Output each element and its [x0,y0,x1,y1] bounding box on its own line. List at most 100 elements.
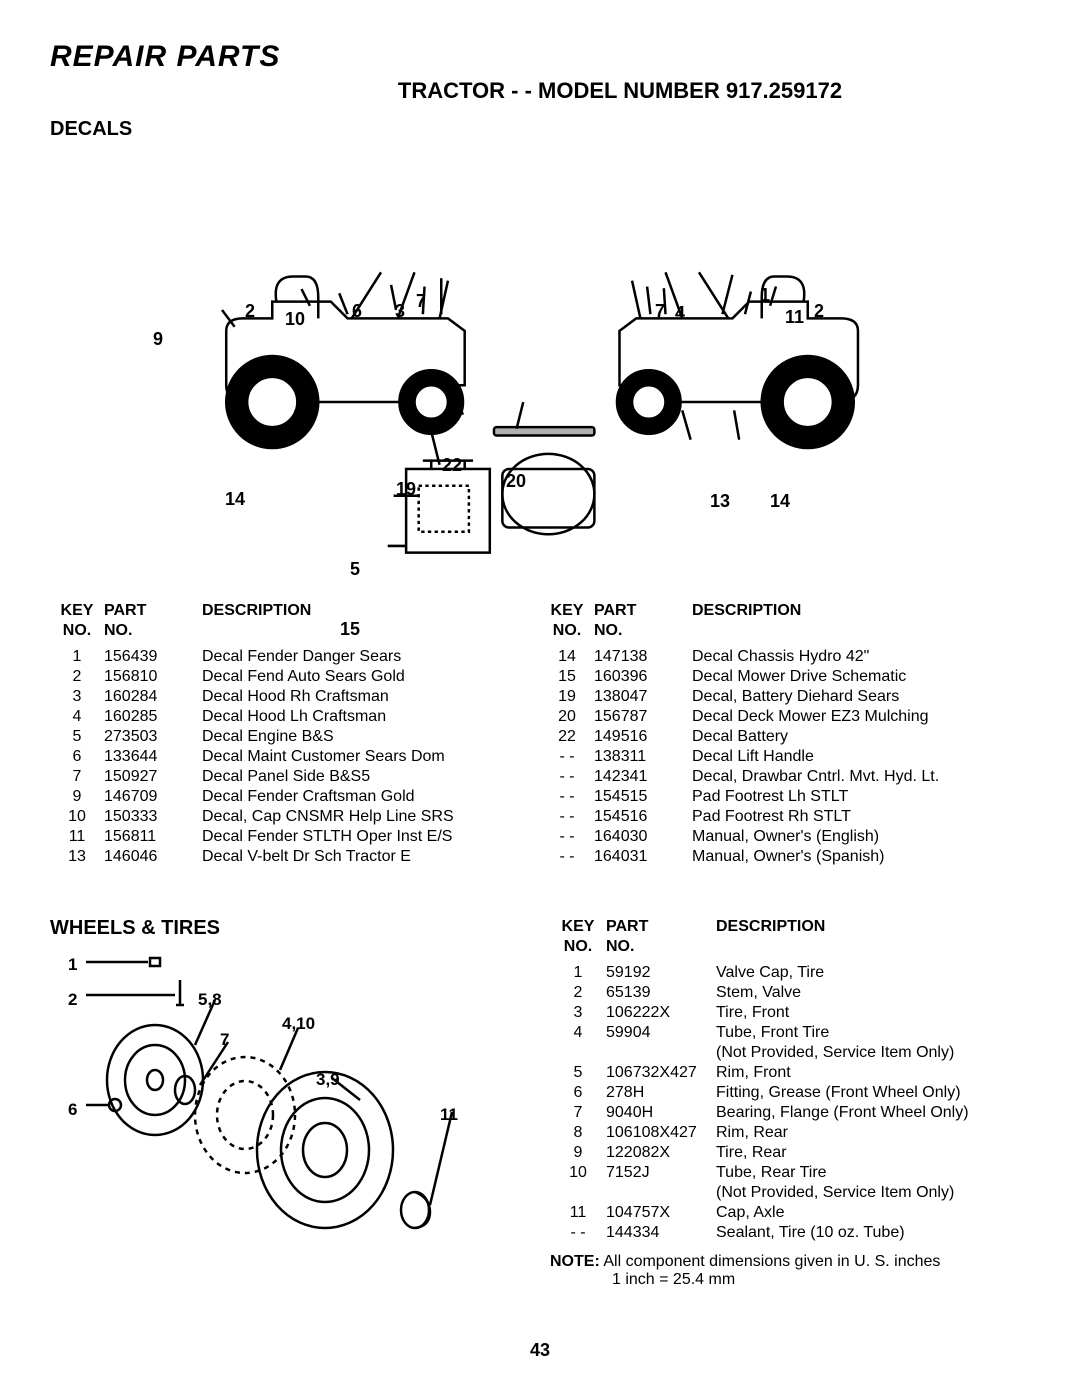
hdr-desc: DESCRIPTION [684,601,1030,641]
cell-part: 156810 [104,667,194,687]
decals-table-left: KEYNO. PARTNO. DESCRIPTION 1156439Decal … [50,601,530,867]
cell-key: - - [540,847,594,867]
callout-number: 5 [350,559,360,580]
hdr-key: KEYNO. [50,601,104,641]
cell-key: - - [540,787,594,807]
cell-key: 5 [50,727,104,747]
table-row: 5106732X427Rim, Front [550,1063,1030,1083]
table-row: 9122082XTire, Rear [550,1143,1030,1163]
hdr-key: KEYNO. [540,601,594,641]
cell-key: 19 [540,687,594,707]
cell-key: 15 [540,667,594,687]
table-row: 79040HBearing, Flange (Front Wheel Only) [550,1103,1030,1123]
cell-desc: Decal Fend Auto Sears Gold [194,667,530,687]
callout-number: 14 [770,491,790,512]
cell-desc: Decal Mower Drive Schematic [684,667,1030,687]
cell-desc: Tube, Front Tire [716,1023,1030,1043]
decals-diagram: 2106379142219515 741112201314 [90,151,990,561]
wheels-section: WHEELS & TIRES [50,917,1030,1289]
cell-key: 10 [50,807,104,827]
cell-key: 4 [50,707,104,727]
cell-desc: Valve Cap, Tire [716,963,1030,983]
cell-key: 4 [550,1023,606,1043]
decals-table-right: KEYNO. PARTNO. DESCRIPTION 14147138Decal… [540,601,1030,867]
cell-desc: Sealant, Tire (10 oz. Tube) [716,1223,1030,1243]
table-row: (Not Provided, Service Item Only) [550,1043,1030,1063]
table-row: 4160285Decal Hood Lh Craftsman [50,707,530,727]
table-row: 19138047Decal, Battery Diehard Sears [540,687,1030,707]
cell-part: 150927 [104,767,194,787]
cell-key: 14 [540,647,594,667]
cell-part: 149516 [594,727,684,747]
cell-desc: Decal Hood Lh Craftsman [194,707,530,727]
cell-desc: Decal Deck Mower EZ3 Mulching [684,707,1030,727]
table-row: 3106222XTire, Front [550,1003,1030,1023]
cell-desc: Pad Footrest Lh STLT [684,787,1030,807]
cell-key: 20 [540,707,594,727]
cell-key: - - [540,827,594,847]
table-row: 2156810Decal Fend Auto Sears Gold [50,667,530,687]
cell-part [606,1183,716,1203]
cell-part: 144334 [606,1223,716,1243]
callout-number: 7 [220,1030,229,1050]
cell-part: 106732X427 [606,1063,716,1083]
cell-key: 1 [50,647,104,667]
cell-desc: Decal V-belt Dr Sch Tractor E [194,847,530,867]
cell-part: 122082X [606,1143,716,1163]
cell-desc: Decal, Drawbar Cntrl. Mvt. Hyd. Lt. [684,767,1030,787]
table-row: - -164030Manual, Owner's (English) [540,827,1030,847]
page-subtitle: TRACTOR - - MODEL NUMBER 917.259172 [210,78,1030,104]
cell-part: 106108X427 [606,1123,716,1143]
hdr-part: PARTNO. [606,917,716,957]
table-row: 5273503Decal Engine B&S [50,727,530,747]
cell-key: 10 [550,1163,606,1183]
cell-desc: Tire, Rear [716,1143,1030,1163]
cell-part: 104757X [606,1203,716,1223]
callout-number: 7 [655,301,665,322]
decals-tables: KEYNO. PARTNO. DESCRIPTION 1156439Decal … [50,601,1030,867]
callout-number: 3,9 [316,1070,340,1090]
callout-number: 2 [814,301,824,322]
cell-desc: Decal Fender STLTH Oper Inst E/S [194,827,530,847]
cell-key: 1 [550,963,606,983]
cell-desc: Decal Battery [684,727,1030,747]
cell-desc: Rim, Front [716,1063,1030,1083]
callout-number: 2 [68,990,77,1010]
table-row: 10150333Decal, Cap CNSMR Help Line SRS [50,807,530,827]
cell-desc: Stem, Valve [716,983,1030,1003]
cell-desc: Bearing, Flange (Front Wheel Only) [716,1103,1030,1123]
cell-key: - - [550,1223,606,1243]
cell-part: 59192 [606,963,716,983]
cell-part: 154516 [594,807,684,827]
table-row: 459904Tube, Front Tire [550,1023,1030,1043]
cell-part: 160284 [104,687,194,707]
note: NOTE: All component dimensions given in … [550,1253,1030,1289]
cell-key: - - [540,747,594,767]
cell-part: 59904 [606,1023,716,1043]
callout-number: 11 [440,1105,458,1125]
table-row: 107152JTube, Rear Tire [550,1163,1030,1183]
cell-key: 8 [550,1123,606,1143]
cell-desc: (Not Provided, Service Item Only) [716,1183,1030,1203]
cell-key: 2 [50,667,104,687]
cell-part: 150333 [104,807,194,827]
cell-key: 9 [50,787,104,807]
cell-key: 22 [540,727,594,747]
cell-key: 5 [550,1063,606,1083]
cell-desc: Cap, Axle [716,1203,1030,1223]
page-title: REPAIR PARTS [50,40,1030,74]
cell-part: 7152J [606,1163,716,1183]
wheels-diagram: 125,84,1073,9611 [50,950,490,1230]
table-row: 20156787Decal Deck Mower EZ3 Mulching [540,707,1030,727]
cell-part: 164031 [594,847,684,867]
cell-part: 154515 [594,787,684,807]
cell-part: 142341 [594,767,684,787]
table-row: 7150927Decal Panel Side B&S5 [50,767,530,787]
table-row: - -164031Manual, Owner's (Spanish) [540,847,1030,867]
cell-desc: Decal, Cap CNSMR Help Line SRS [194,807,530,827]
table-row: 15160396Decal Mower Drive Schematic [540,667,1030,687]
wheels-heading: WHEELS & TIRES [50,917,530,940]
table-row: 159192Valve Cap, Tire [550,963,1030,983]
cell-part: 146046 [104,847,194,867]
callout-number: 6 [68,1100,77,1120]
